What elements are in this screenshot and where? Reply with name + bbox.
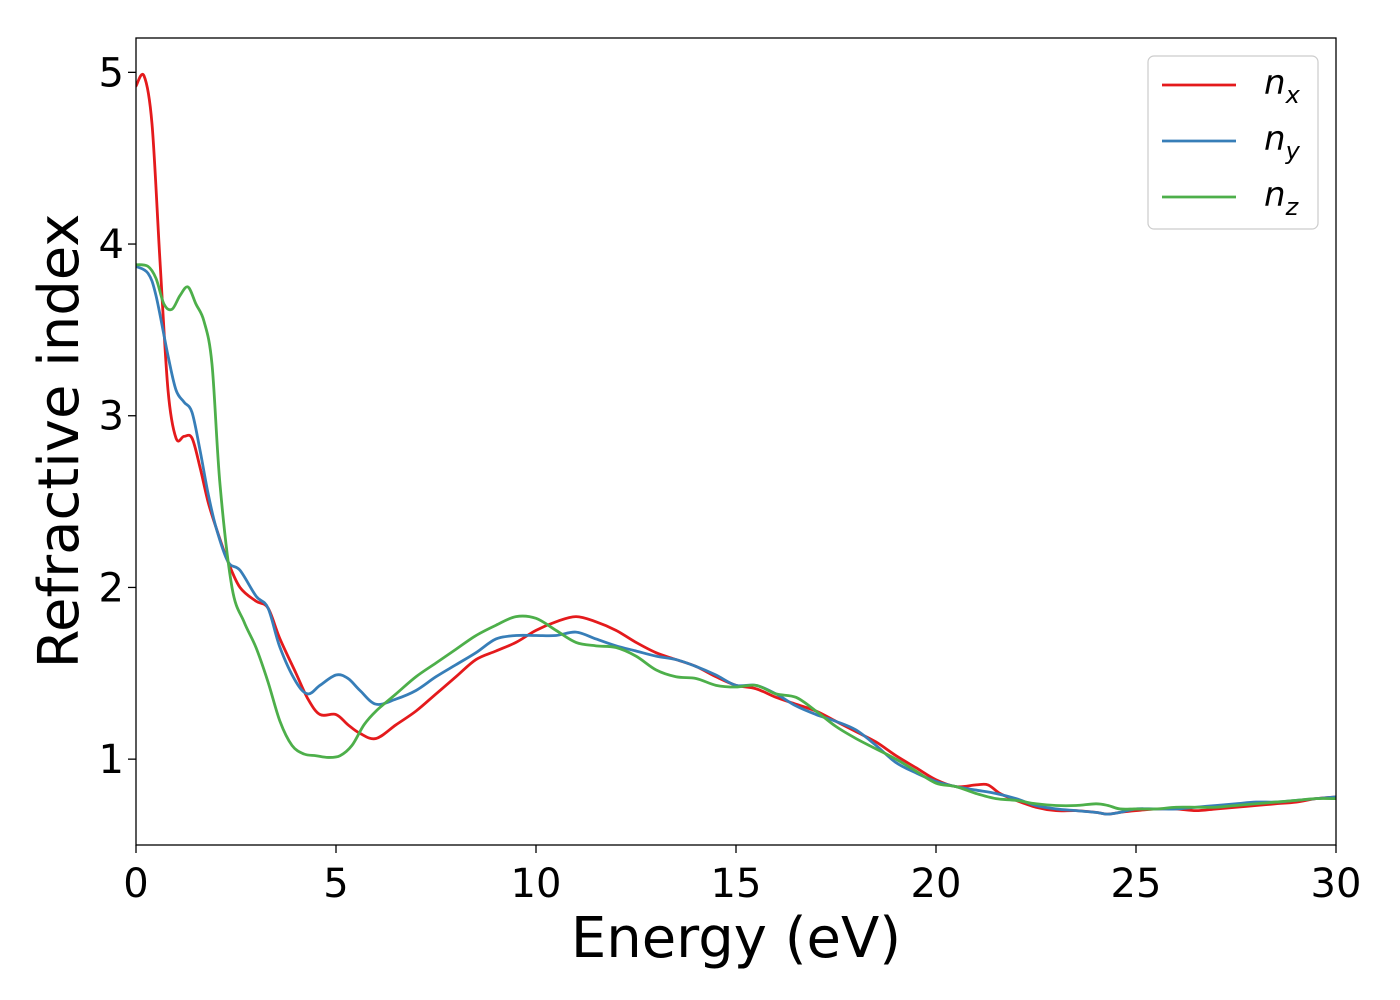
x-tick-label: 10: [511, 861, 562, 907]
x-tick-label: 20: [911, 861, 962, 907]
x-axis-ticks: 0 5 10 15 20 25 30: [123, 845, 1361, 907]
y-tick-label: 3: [99, 394, 124, 440]
y-tick-label: 5: [99, 50, 124, 96]
x-tick-label: 0: [123, 861, 148, 907]
legend-label-x: nx: [1264, 63, 1301, 109]
y-axis-label: Refractive index: [27, 214, 92, 669]
y-tick-label: 2: [99, 565, 124, 611]
series-line-y: [136, 264, 1336, 816]
legend[interactable]: nx ny nz: [1147, 55, 1319, 230]
x-tick-label: 5: [323, 861, 348, 907]
legend-entries: nx ny nz: [1162, 63, 1301, 221]
x-tick-label: 30: [1311, 861, 1362, 907]
legend-label-y: ny: [1264, 119, 1301, 165]
x-axis-label: Energy (eV): [571, 906, 901, 971]
y-tick-label: 1: [99, 737, 124, 783]
plot-background: [136, 38, 1336, 845]
y-axis-ticks: 1 2 3 4 5: [99, 50, 136, 783]
legend-label-z: nz: [1264, 175, 1300, 221]
y-tick-label: 4: [99, 222, 124, 268]
series-layer: [136, 72, 1336, 816]
x-tick-label: 15: [711, 861, 762, 907]
x-tick-label: 25: [1111, 861, 1162, 907]
series-line-z: [136, 263, 1336, 811]
legend-box: [1147, 55, 1319, 230]
